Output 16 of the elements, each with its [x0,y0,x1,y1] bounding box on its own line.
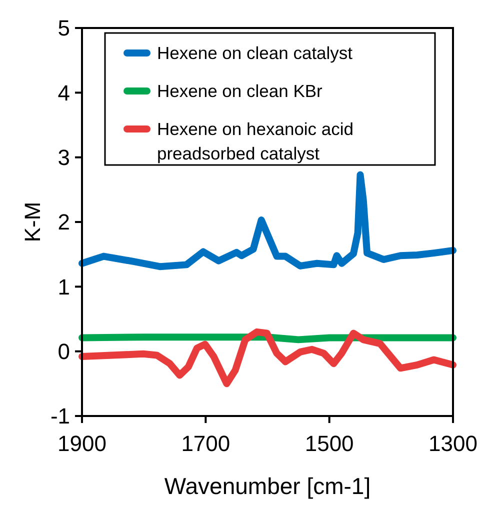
legend-label: Hexene on clean KBr [157,81,323,102]
y-tick-label: 1 [58,274,70,300]
x-tick-label: 1700 [181,431,230,456]
x-tick-label: 1900 [58,431,106,456]
y-tick-label: -1 [50,404,70,429]
y-tick-label: 3 [58,145,70,170]
y-tick-label: 5 [58,16,70,41]
x-tick-label: 1500 [304,431,354,456]
legend-label: Hexene on hexanoic acid preadsorbed catalyst [157,119,354,164]
y-tick-label: 4 [58,80,70,106]
y-tick-label: 2 [58,210,70,235]
x-axis-title: Wavenumber [cm-1] [164,473,371,499]
y-axis-title: K-M [20,202,45,242]
y-tick-label: 0 [58,339,70,364]
legend-label: Hexene on clean catalyst [157,43,353,64]
x-tick-label: 1300 [428,431,478,456]
